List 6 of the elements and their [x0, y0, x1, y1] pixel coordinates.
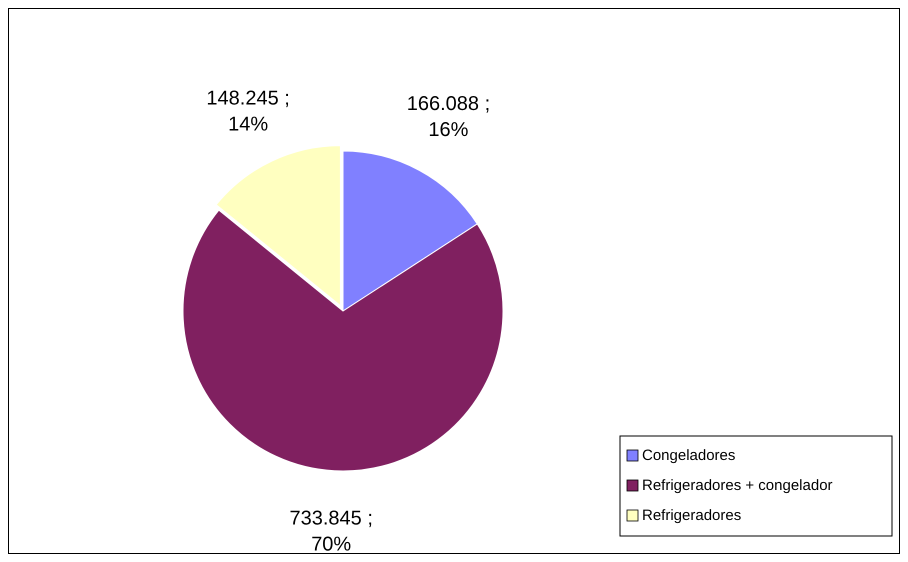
legend-label: Refrigeradores + congelador [642, 477, 833, 494]
data-label: 166.088 ; 16% [406, 93, 490, 142]
legend-label: Refrigeradores [642, 507, 742, 524]
data-label: 148.245 ; 14% [206, 88, 290, 136]
data-label: 733.845 ; 70% [289, 508, 373, 556]
legend-label: Congeladores [642, 447, 736, 464]
